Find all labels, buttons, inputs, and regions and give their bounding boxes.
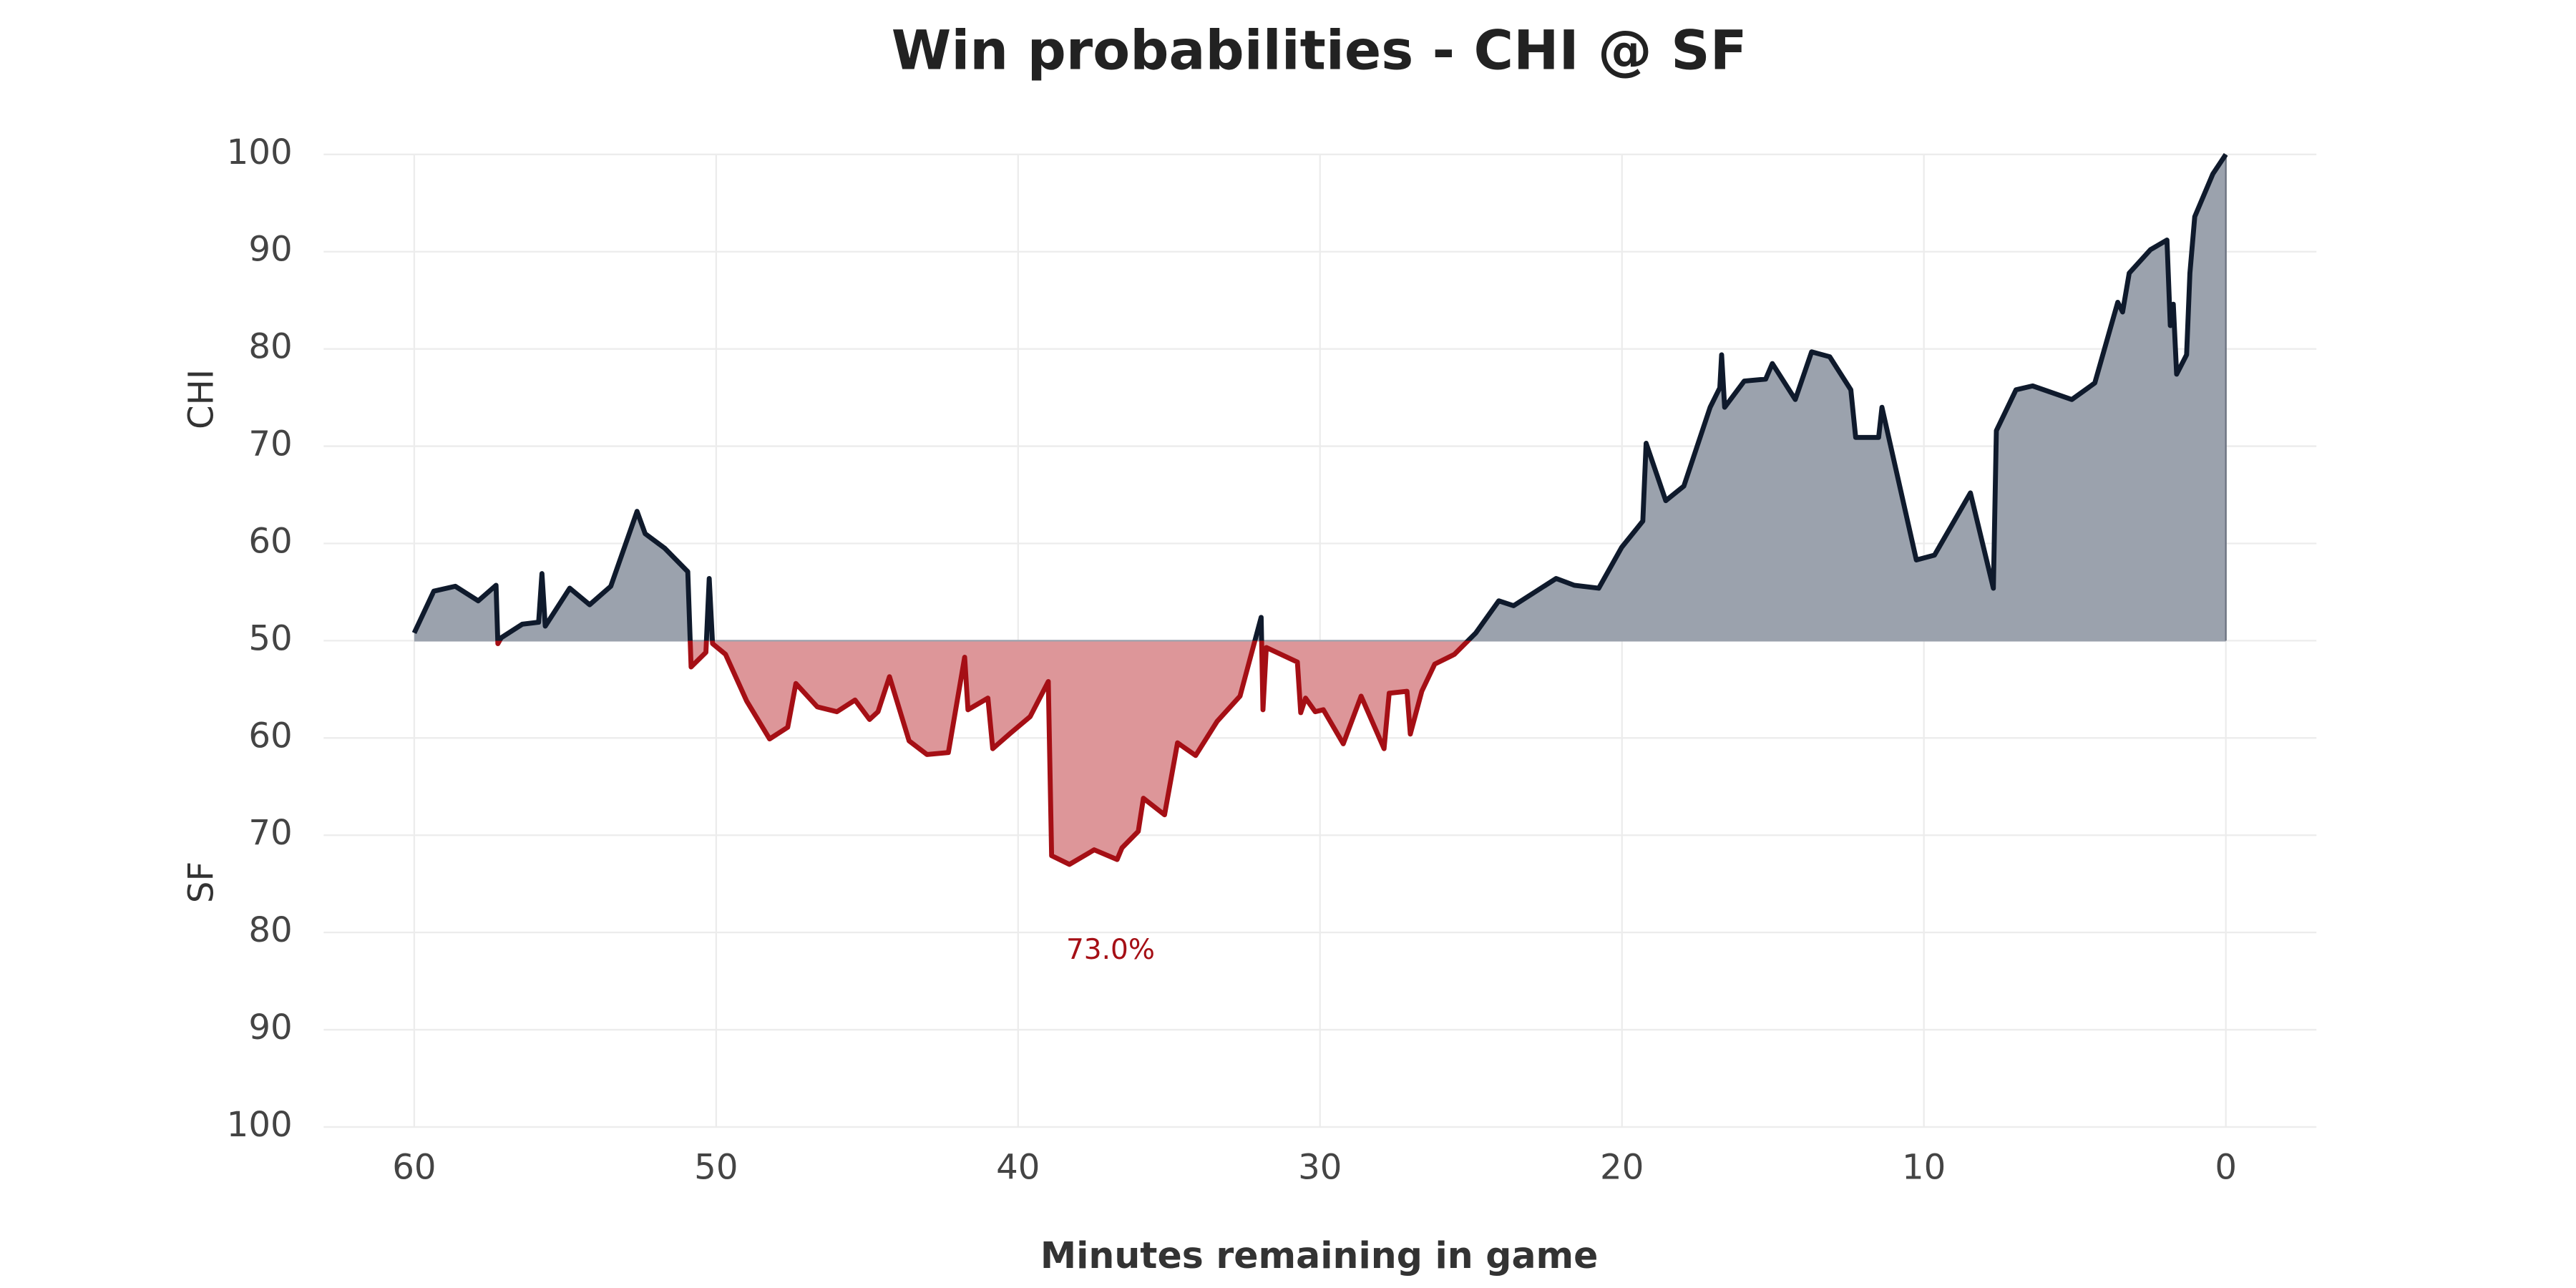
x-tick-label: 50	[694, 1148, 738, 1188]
y-tick-label: 60	[248, 521, 292, 561]
y-tick-label: 70	[248, 813, 292, 853]
y-tick-label: 80	[248, 327, 292, 367]
team-label: SF	[182, 862, 222, 903]
y-tick-label: 70	[248, 424, 292, 464]
team-label: CHI	[182, 369, 222, 429]
y-tick-label: 60	[248, 716, 292, 756]
x-tick-label: 0	[2215, 1148, 2237, 1188]
x-axis-label: Minutes remaining in game	[1040, 1234, 1599, 1277]
y-tick-label: 50	[248, 618, 292, 658]
x-tick-label: 30	[1298, 1148, 1342, 1188]
y-tick-label: 100	[227, 132, 293, 172]
y-tick-label: 90	[248, 230, 292, 270]
area	[414, 154, 2226, 865]
x-tick-label: 60	[392, 1148, 436, 1188]
x-tick-label: 40	[996, 1148, 1040, 1188]
annotation: 73.0%	[1066, 934, 1155, 966]
chart-title: Win probabilities - CHI @ SF	[892, 19, 1747, 82]
y-tick-label: 90	[248, 1008, 292, 1048]
y-tick-label: 100	[227, 1105, 293, 1145]
line	[411, 152, 2228, 867]
x-tick-label: 10	[1902, 1148, 1946, 1188]
x-tick-label: 20	[1600, 1148, 1644, 1188]
y-tick-label: 80	[248, 910, 292, 950]
